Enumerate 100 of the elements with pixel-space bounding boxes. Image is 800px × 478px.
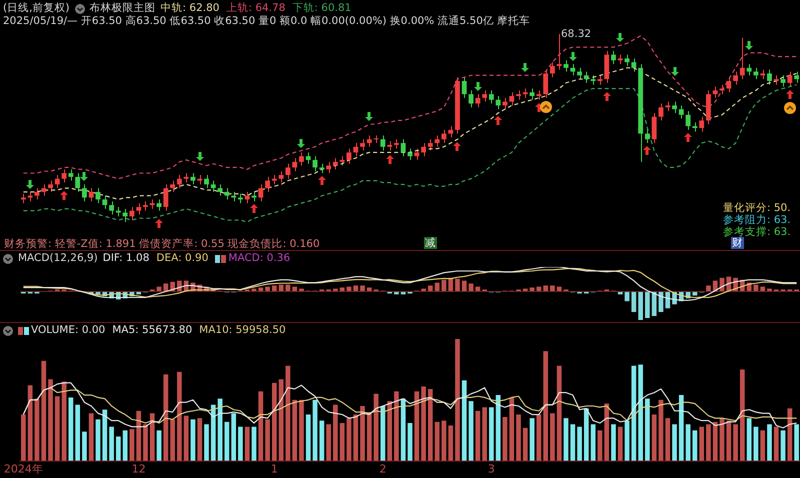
candlestick — [550, 62, 555, 78]
bar — [312, 400, 318, 461]
candlestick — [116, 206, 121, 217]
bar — [543, 286, 548, 292]
candlestick — [740, 37, 745, 80]
candlestick — [292, 158, 298, 172]
candlestick — [34, 188, 40, 200]
bar — [258, 391, 264, 461]
x-tick-label: 2024年 — [4, 462, 43, 476]
bar — [292, 286, 298, 292]
candlestick — [204, 174, 209, 189]
bar — [163, 374, 168, 461]
bar — [278, 284, 284, 292]
candlestick — [346, 148, 352, 164]
bar — [475, 286, 480, 292]
bar — [604, 404, 610, 461]
candlestick — [509, 92, 514, 106]
bar — [224, 422, 230, 461]
bar — [631, 366, 636, 461]
bar — [733, 424, 738, 461]
x-tick-label: 3 — [488, 462, 495, 476]
candlestick — [441, 129, 446, 144]
candlestick — [760, 69, 766, 80]
candlestick — [590, 74, 596, 86]
candlestick — [96, 188, 100, 204]
bar — [442, 420, 446, 461]
bar — [421, 386, 426, 461]
bar — [536, 414, 542, 461]
bar — [204, 424, 209, 461]
candlestick — [54, 174, 60, 189]
bar — [475, 410, 480, 461]
bar — [550, 413, 555, 461]
bar — [692, 430, 698, 461]
bar — [353, 414, 358, 461]
bar — [556, 286, 562, 292]
bar — [611, 424, 616, 461]
bar — [62, 382, 66, 461]
candlestick — [556, 34, 562, 70]
candlestick — [170, 180, 176, 192]
text: DEA: 0.90 — [156, 252, 208, 265]
bar — [570, 424, 576, 461]
candlestick — [468, 90, 474, 108]
candlestick — [62, 168, 67, 184]
bar — [522, 288, 528, 292]
bar — [678, 395, 684, 461]
chart-subtitle: 2025/05/19/— 开63.50 高63.50 低63.50 收63.50 量0 额0.0 幅0.00(0.00%) 换0.00% 流通5.50亿 摩托车 — [3, 15, 532, 28]
candlestick — [652, 112, 657, 144]
candlestick — [753, 67, 758, 80]
chart-title: (日线,前复权) — [3, 2, 70, 15]
bar — [434, 282, 440, 292]
bar — [543, 351, 548, 461]
candlestick — [252, 191, 256, 202]
bar — [252, 288, 256, 292]
bar — [564, 418, 568, 461]
bar — [448, 425, 454, 461]
annotation: 68.32 — [560, 28, 592, 40]
bar — [400, 398, 406, 461]
bar — [190, 419, 196, 461]
bar — [502, 416, 508, 461]
candlestick — [665, 101, 670, 112]
bar — [652, 414, 657, 461]
bar — [380, 406, 386, 461]
candlestick — [584, 71, 589, 84]
bar — [299, 400, 304, 461]
bar — [712, 422, 718, 461]
bar — [522, 428, 528, 461]
bar — [366, 288, 372, 292]
text: MA10: 59958.50 — [199, 324, 286, 337]
bar — [197, 418, 202, 461]
bar — [760, 430, 766, 461]
bar — [340, 423, 345, 461]
bar — [462, 380, 467, 461]
bar — [346, 286, 352, 292]
bar — [48, 379, 53, 461]
bar — [286, 284, 290, 292]
bar — [658, 400, 664, 461]
bar — [468, 284, 474, 292]
candlestick — [644, 128, 650, 144]
candlestick — [597, 74, 602, 86]
candlestick — [41, 184, 46, 196]
bar — [652, 292, 657, 316]
bar — [326, 424, 331, 461]
candlestick — [658, 103, 664, 121]
candlestick — [699, 116, 704, 132]
bar — [102, 410, 108, 461]
bar — [340, 288, 345, 292]
candlestick — [400, 138, 406, 157]
candlestick — [150, 198, 155, 210]
bar — [767, 288, 772, 292]
text: DIF: 1.08 — [102, 252, 150, 265]
candlestick — [394, 138, 399, 150]
bar — [306, 414, 311, 461]
bar — [238, 426, 243, 461]
bar — [333, 404, 338, 461]
bar — [21, 414, 26, 461]
candlestick — [767, 69, 772, 86]
candlestick — [774, 74, 779, 86]
bar — [794, 424, 799, 461]
candlestick — [340, 156, 345, 166]
text: 上轨: 64.78 — [226, 2, 286, 15]
